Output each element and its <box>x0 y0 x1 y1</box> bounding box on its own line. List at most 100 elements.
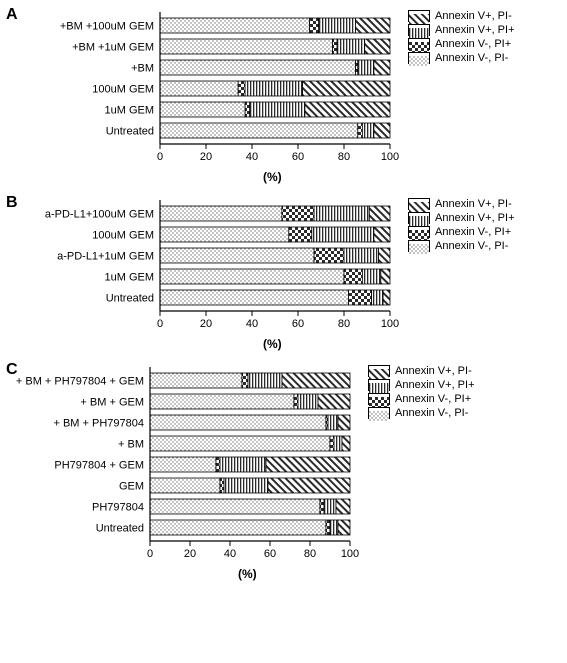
stacked-bar-chart: +BM +100uM GEM +BM +1uM GEM +BM 100uM GEM 1u… <box>10 6 400 168</box>
legend-item: Annexin V+, PI- <box>408 10 515 22</box>
bar-segment <box>365 39 390 54</box>
bar-segment <box>344 269 362 284</box>
bar-segment <box>266 457 350 472</box>
x-tick-label: 100 <box>341 548 359 560</box>
category-label: GEM <box>119 480 144 492</box>
legend-label: Annexin V-, PI- <box>435 52 508 64</box>
x-tick-label: 40 <box>246 318 258 330</box>
x-tick-label: 80 <box>338 151 350 163</box>
bar-segment <box>160 227 289 242</box>
bar-segment <box>150 499 320 514</box>
bar-segment <box>330 436 334 451</box>
bar-segment <box>381 269 390 284</box>
bar-segment <box>160 18 310 33</box>
panel-C: C+ BM + PH797804 + GEM+ BM + GEM+ BM + P… <box>0 361 567 581</box>
category-label: Untreated <box>106 292 154 304</box>
bar-segment <box>326 520 330 535</box>
bar-segment <box>282 206 314 221</box>
category-label: +BM <box>131 62 154 74</box>
bar-segment <box>333 39 338 54</box>
panel-label: C <box>6 361 18 379</box>
legend-swatch <box>368 407 390 419</box>
x-tick-label: 0 <box>157 318 163 330</box>
bar-segment <box>358 123 363 138</box>
legend-item: Annexin V-, PI- <box>408 52 515 64</box>
bar-segment <box>330 520 338 535</box>
bar-segment <box>310 18 319 33</box>
bar-segment <box>150 520 326 535</box>
legend-label: Annexin V-, PI+ <box>435 38 511 50</box>
x-tick-label: 80 <box>304 548 316 560</box>
bar-segment <box>374 227 390 242</box>
bar-segment <box>344 248 379 263</box>
x-tick-label: 0 <box>157 151 163 163</box>
x-tick-label: 20 <box>200 318 212 330</box>
category-label: +BM +100uM GEM <box>60 20 154 32</box>
legend-item: Annexin V+, PI- <box>408 198 515 210</box>
bar-segment <box>334 436 342 451</box>
bar-segment <box>150 373 242 388</box>
bar-segment <box>160 102 245 117</box>
legend-label: Annexin V+, PI+ <box>395 379 475 391</box>
x-tick-label: 60 <box>292 151 304 163</box>
category-label: + BM + GEM <box>80 396 144 408</box>
bar-segment <box>372 290 384 305</box>
bar-segment <box>358 60 374 75</box>
legend-label: Annexin V+, PI+ <box>435 24 515 36</box>
bar-segment <box>338 415 350 430</box>
bar-segment <box>150 415 326 430</box>
category-label: 1uM GEM <box>104 271 154 283</box>
category-label: 100uM GEM <box>92 83 154 95</box>
bar-segment <box>150 457 216 472</box>
stacked-bar-chart: a-PD-L1+100uM GEM100uM GEMa-PD-L1+1uM GE… <box>10 194 400 335</box>
bar-segment <box>362 269 380 284</box>
legend-swatch <box>408 52 430 64</box>
category-label: Untreated <box>96 522 144 534</box>
panel-label: B <box>6 194 18 212</box>
bar-segment <box>379 248 391 263</box>
bar-segment <box>383 290 390 305</box>
legend-swatch <box>368 379 390 391</box>
bar-segment <box>282 373 350 388</box>
x-tick-label: 20 <box>200 151 212 163</box>
category-label: a-PD-L1+100uM GEM <box>45 208 154 220</box>
category-label: 1uM GEM <box>104 104 154 116</box>
bar-segment <box>238 81 245 96</box>
legend-item: Annexin V-, PI+ <box>408 38 515 50</box>
legend-label: Annexin V+, PI- <box>435 198 512 210</box>
legend: Annexin V+, PI- Annexin V+, PI+ Annexin V-… <box>408 10 515 66</box>
legend: Annexin V+, PI- Annexin V+, PI+ Annexin V-… <box>368 365 475 421</box>
legend-item: Annexin V-, PI+ <box>368 393 475 405</box>
legend-swatch <box>368 365 390 377</box>
bar-segment <box>160 290 349 305</box>
x-tick-label: 40 <box>224 548 236 560</box>
bar-segment <box>362 123 374 138</box>
x-tick-label: 20 <box>184 548 196 560</box>
bar-segment <box>374 123 390 138</box>
bar-segment <box>314 248 344 263</box>
legend-swatch <box>408 38 430 50</box>
legend-item: Annexin V+, PI+ <box>408 212 515 224</box>
category-label: PH797804 <box>92 501 144 513</box>
x-tick-label: 40 <box>246 151 258 163</box>
legend-item: Annexin V+, PI- <box>368 365 475 377</box>
bar-segment <box>318 394 350 409</box>
bar-segment <box>150 394 294 409</box>
category-label: Untreated <box>106 125 154 137</box>
bar-segment <box>294 394 298 409</box>
bar-segment <box>224 478 268 493</box>
x-tick-label: 100 <box>381 318 399 330</box>
bar-segment <box>160 269 344 284</box>
x-tick-label: 60 <box>264 548 276 560</box>
bar-segment <box>349 290 372 305</box>
x-tick-label: 60 <box>292 318 304 330</box>
legend-swatch <box>368 393 390 405</box>
bar-segment <box>312 227 374 242</box>
bar-segment <box>160 123 358 138</box>
bar-segment <box>160 81 238 96</box>
legend-label: Annexin V+, PI+ <box>435 212 515 224</box>
bar-segment <box>314 206 369 221</box>
category-label: +BM +1uM GEM <box>72 41 154 53</box>
x-tick-label: 80 <box>338 318 350 330</box>
bar-segment <box>305 102 390 117</box>
